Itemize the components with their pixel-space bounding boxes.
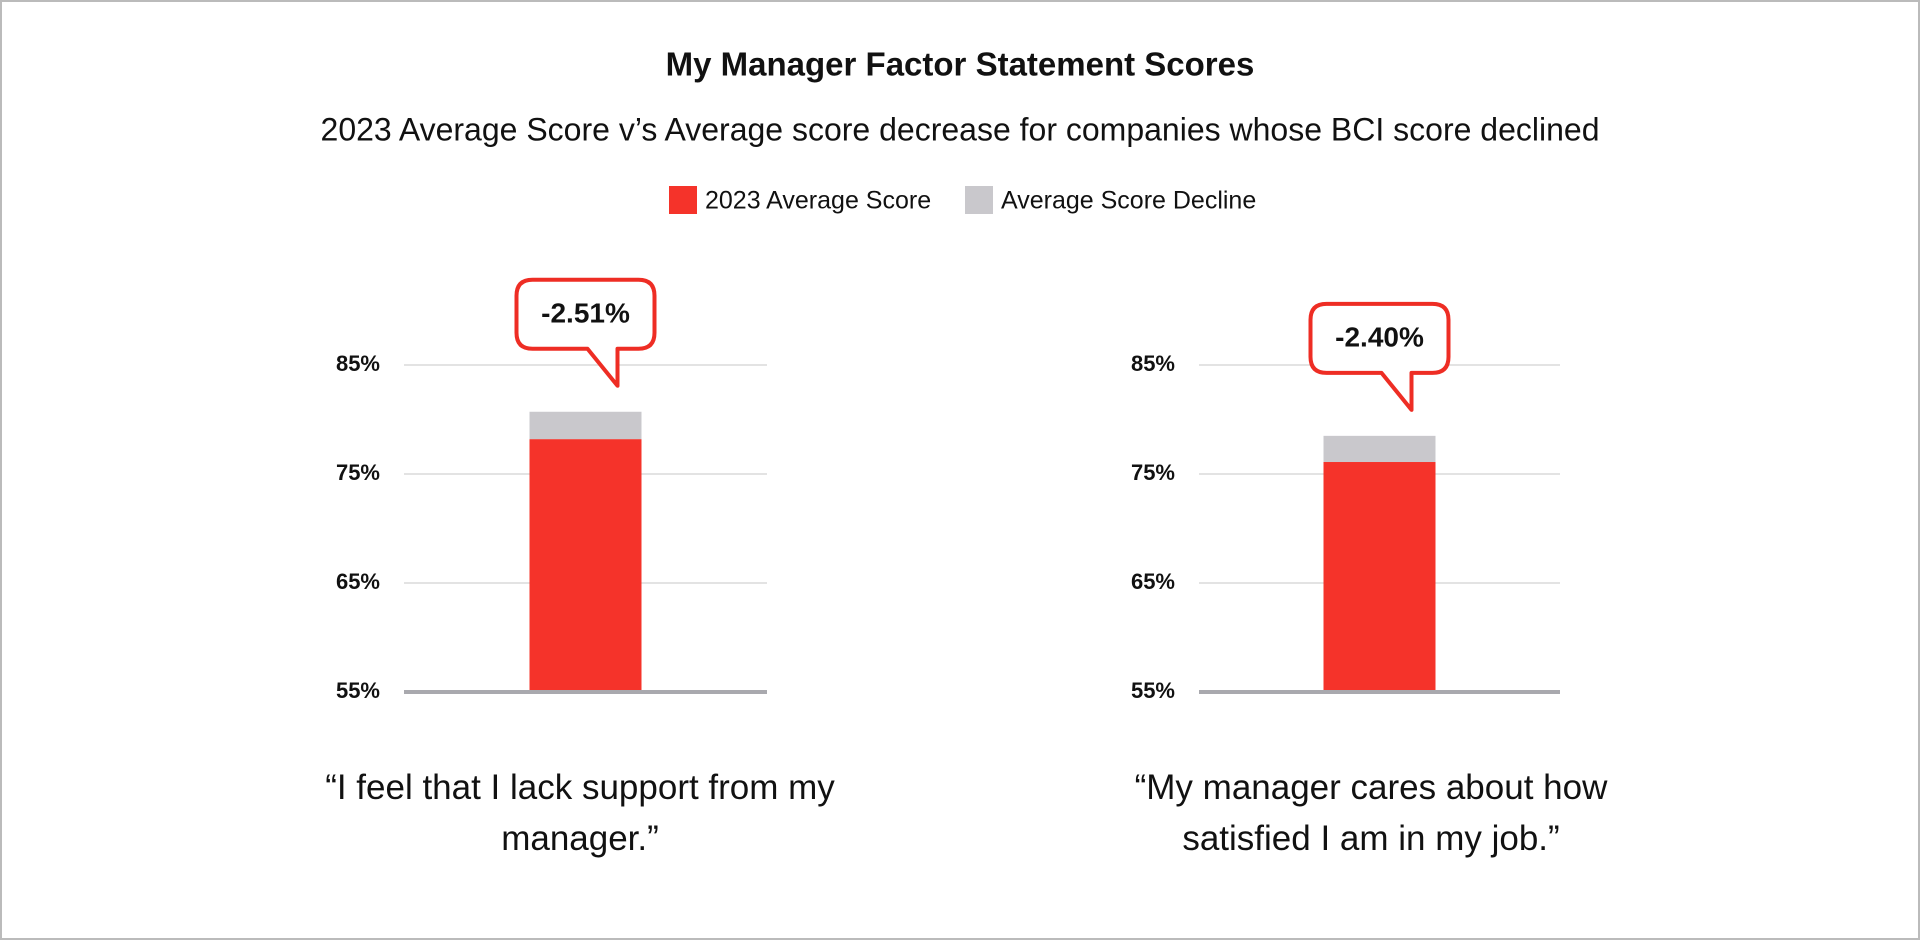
callout [1308, 301, 1451, 412]
legend-label: 2023 Average Score [705, 187, 931, 215]
legend-swatch [669, 186, 697, 214]
bar [529, 439, 642, 692]
data-label: -2.51% [541, 298, 630, 329]
y-tick-label: 75% [1131, 460, 1175, 485]
y-tick-label: 85% [336, 351, 380, 376]
y-tick-label: 85% [1131, 351, 1175, 376]
callout [514, 277, 657, 388]
legend-swatch [965, 186, 993, 214]
chart-title: My Manager Factor Statement Scores [666, 46, 1255, 83]
legend-label: Average Score Decline [1001, 187, 1256, 215]
chart-subtitle: 2023 Average Score v’s Average score dec… [321, 111, 1600, 147]
y-tick-label: 55% [1131, 678, 1175, 703]
y-tick-label: 65% [336, 569, 380, 594]
bar-segment [1323, 435, 1436, 463]
bar-segment [529, 411, 642, 440]
data-label: -2.40% [1335, 322, 1424, 353]
y-tick-label: 65% [1131, 569, 1175, 594]
y-tick-label: 75% [336, 460, 380, 485]
bar [1323, 462, 1436, 692]
caption: “My manager cares about how satisfied I … [1134, 768, 1608, 858]
caption: “I feel that I lack support from my mana… [325, 768, 835, 858]
y-tick-label: 55% [336, 678, 380, 703]
